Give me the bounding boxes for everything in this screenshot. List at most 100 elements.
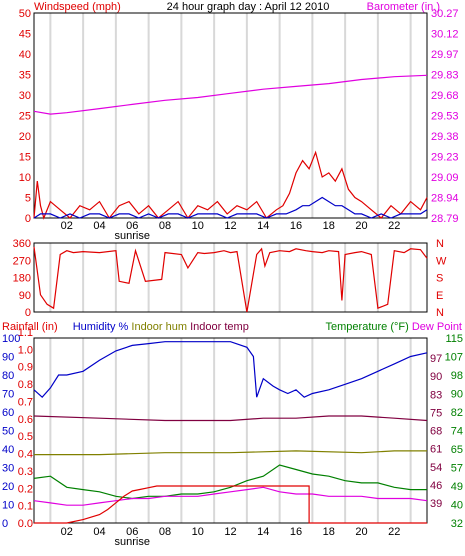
panel3-temp-tick-label: 65 <box>451 444 463 456</box>
dew-point-axis-label: Dew Point <box>412 321 462 333</box>
panel3-rain-tick-label: 0.4 <box>18 449 33 461</box>
panel1-left-tick-label: 50 <box>19 8 31 20</box>
panel2-right-tick-label: E <box>436 290 443 302</box>
panel1-left-tick-label: 45 <box>19 29 31 41</box>
panel2-left-tick-label: 360 <box>13 238 31 250</box>
panel3-humidity-tick-label: 20 <box>2 481 14 493</box>
panel1-right-tick-label: 29.09 <box>431 172 459 184</box>
panel3-humidity-tick-label: 10 <box>2 500 14 512</box>
series-barometer-in- <box>33 74 428 115</box>
panel3-rain-tick-label: 1.0 <box>18 344 33 356</box>
panel2-left-tick-label: 90 <box>19 290 31 302</box>
panel1-x-tick-label: 04 <box>93 220 105 232</box>
panel2-right-tick-label: N <box>436 307 444 319</box>
panel3-mid-tick-label: 54 <box>430 462 442 474</box>
series-windspeed-mph- <box>33 196 428 219</box>
panel3-humidity-tick-label: 50 <box>2 426 14 438</box>
panel1-frame <box>33 12 428 219</box>
panel1-right-tick-label: 28.79 <box>431 213 459 225</box>
panel3-left-axis-label: Rainfall (in) Humidity % Indoor hum Indo… <box>2 321 249 333</box>
panel3-temp-tick-label: 115 <box>445 333 463 345</box>
panel1-left-tick-label: 35 <box>19 70 31 82</box>
panel3-temp-tick-label: 82 <box>451 407 463 419</box>
panel1-x-tick-label: 08 <box>159 220 171 232</box>
panel3-mid-tick-label: 90 <box>430 371 442 383</box>
panel3-temp-tick-label: 49 <box>451 481 463 493</box>
panel1-right-tick-label: 29.23 <box>431 152 459 164</box>
panel2-left-tick-label: 0 <box>25 307 31 319</box>
panel3-x-tick-label: 06 <box>126 526 138 538</box>
panel1-right-axis-label: Barometer (in.) <box>367 1 440 13</box>
panel2-frame <box>33 242 428 313</box>
panel3-x-tick-label: 18 <box>323 526 335 538</box>
panel1-right-tick-label: 29.83 <box>431 70 459 82</box>
panel1-sunrise-label: sunrise <box>115 230 150 242</box>
panel3-x-tick-label: 14 <box>257 526 269 538</box>
panel3-temp-tick-label: 57 <box>451 463 463 475</box>
panel3-sunrise-label: sunrise <box>115 536 150 548</box>
panel3-mid-tick-label: 97 <box>430 353 442 365</box>
panel3-rain-tick-label: 1.1 <box>18 327 33 339</box>
panel1-right-tick-label: 30.12 <box>431 29 459 41</box>
humidity-axis-label: Humidity % <box>73 321 129 333</box>
panel3-x-tick-label: 10 <box>192 526 204 538</box>
panel1-right-tick-label: 29.68 <box>431 90 459 102</box>
series-rainfall-in- <box>34 485 427 524</box>
panel3-x-tick-label: 04 <box>93 526 105 538</box>
panel3-rain-tick-label: 0.1 <box>18 501 33 513</box>
series-humidity- <box>33 341 428 399</box>
panel1-left-tick-label: 10 <box>19 172 31 184</box>
panel3-x-tick-label: 22 <box>388 526 400 538</box>
panel2-left-tick-label: 180 <box>13 273 31 285</box>
panel1-right-tick-label: 28.94 <box>431 193 459 205</box>
indoor-temp-axis-label: Indoor temp <box>190 321 249 333</box>
panel3-mid-tick-label: 39 <box>430 498 442 510</box>
panel3-rain-tick-label: 0.7 <box>18 396 33 408</box>
panel1-left-axis-label: Windspeed (mph) <box>34 1 121 13</box>
panel1-x-tick-label: 14 <box>257 220 269 232</box>
series-indoor-temp <box>33 415 428 422</box>
panel3-temp-tick-label: 32 <box>451 518 463 530</box>
panel3-humidity-tick-label: 90 <box>2 352 14 364</box>
panel1-right-tick-label: 29.53 <box>431 111 459 123</box>
panel3-humidity-tick-label: 40 <box>2 444 14 456</box>
panel3-x-tick-label: 12 <box>224 526 236 538</box>
panel3-rain-tick-label: 0.0 <box>18 518 33 530</box>
series-dew-point <box>33 486 428 506</box>
temp-humidity-rain-panel: 0 10 20 30 40 50 60 70 80 90 100 0.0 0.1 0.2 0.3 0.4 0.5… <box>2 327 463 548</box>
panel3-mid-tick-label: 61 <box>430 444 442 456</box>
panel3-mid-tick-label: 75 <box>430 407 442 419</box>
panel1-left-tick-label: 5 <box>25 193 31 205</box>
series-temperature-f- <box>33 464 427 500</box>
panel3-humidity-tick-label: 80 <box>2 370 14 382</box>
panel3-x-tick-label: 16 <box>290 526 302 538</box>
panel3-frame <box>33 337 428 524</box>
panel3-humidity-tick-label: 70 <box>2 389 14 401</box>
panel1-left-tick-label: 0 <box>25 213 31 225</box>
rainfall-axis-label: Rainfall (in) <box>2 321 58 333</box>
panel3-x-tick-label: 02 <box>61 526 73 538</box>
panel1-right-tick-label: 29.97 <box>431 49 459 61</box>
panel3-humidity-tick-label: 60 <box>2 407 14 419</box>
panel1-left-tick-label: 25 <box>19 111 31 123</box>
panel3-mid-tick-label: 68 <box>430 426 442 438</box>
chart-title: 24 hour graph day : April 12 2010 <box>167 1 330 13</box>
panel2-left-tick-label: 270 <box>13 255 31 267</box>
panel1-x-tick-label: 16 <box>290 220 302 232</box>
series-indoor-hum <box>34 450 427 456</box>
panel3-temp-tick-label: 98 <box>451 370 463 382</box>
panel1-x-tick-label: 12 <box>224 220 236 232</box>
panel3-x-tick-label: 08 <box>159 526 171 538</box>
panel3-mid-tick-label: 83 <box>430 389 442 401</box>
temperature-axis-label: Temperature (°F) <box>326 321 409 333</box>
panel1-left-tick-label: 20 <box>19 131 31 143</box>
panel1-left-tick-label: 40 <box>19 49 31 61</box>
panel1-x-tick-label: 06 <box>126 220 138 232</box>
panel3-rain-tick-label: 0.8 <box>18 379 33 391</box>
panel1-x-tick-label: 18 <box>323 220 335 232</box>
panel3-rain-tick-label: 0.2 <box>18 483 33 495</box>
panel2-right-tick-label: N <box>436 238 444 250</box>
panel3-temp-tick-label: 40 <box>451 500 463 512</box>
